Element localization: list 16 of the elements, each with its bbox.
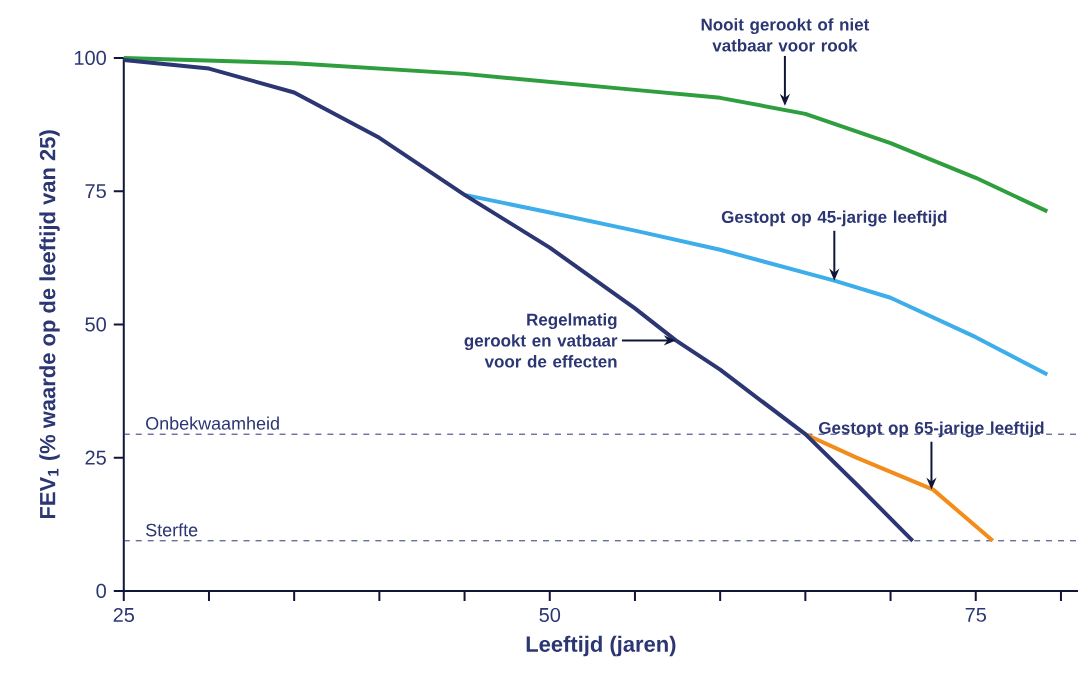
x-tick-label: 25 [113, 608, 135, 623]
x-tick-label: 50 [539, 608, 561, 623]
y-tick-label: 100 [74, 50, 106, 66]
y-tick-label: 0 [96, 583, 106, 599]
y-axis-title: FEV$_{1}$ (% waarde op de leeftijd van 25) [39, 130, 60, 519]
y-tick-label: 50 [85, 317, 106, 332]
x-axis-title: Leeftijd (jaren) [526, 635, 676, 657]
annotation: Nooit gerookt of niet vatbaar voor rook [701, 18, 870, 52]
annotation: Regelmatig gerookt en vatbaar voor de effecten [464, 313, 618, 368]
ref-line-label: Sterfte [146, 523, 198, 537]
ref-line-label: Onbekwaamheid [146, 416, 279, 430]
annotation: Gestopt op 45-jarige leeftijd [721, 210, 947, 227]
x-tick-label: 75 [965, 608, 987, 622]
y-tick-label: 25 [85, 450, 106, 465]
y-tick-label: 75 [85, 184, 106, 199]
annotation: Gestopt op 65-jarige leeftijd [819, 421, 1044, 438]
